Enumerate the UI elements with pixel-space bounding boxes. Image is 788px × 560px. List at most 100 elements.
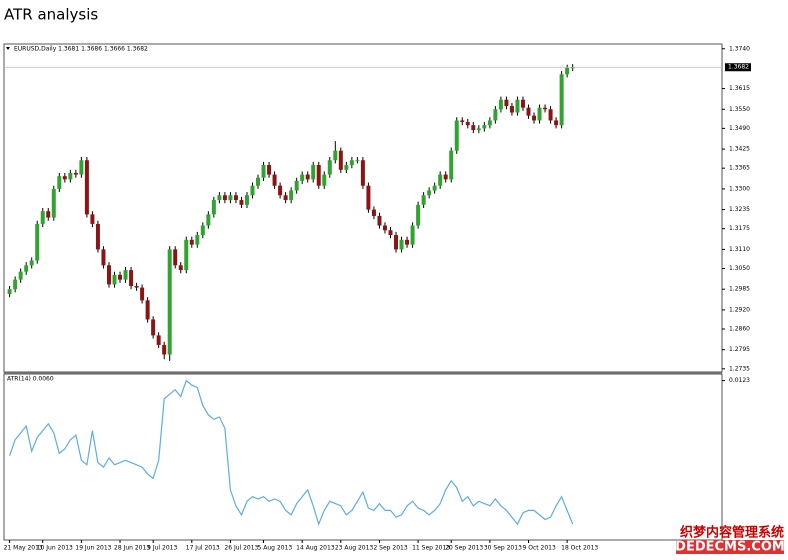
candle-body: [460, 120, 465, 123]
x-tick-label: 17 Jul 2013: [186, 545, 220, 552]
candle-body: [300, 174, 305, 181]
x-tick-label: 9 Oct 2013: [523, 545, 556, 552]
watermark-band: [676, 540, 784, 554]
y-tick-label: 0.0123: [729, 377, 750, 384]
y-tick-label: 1.3365: [729, 165, 750, 172]
candle-body: [476, 128, 481, 130]
candle-body: [377, 215, 382, 226]
candle-body: [244, 195, 249, 205]
candle-body: [311, 165, 316, 180]
y-tick-label: 1.3550: [729, 106, 750, 113]
candle-body: [504, 99, 509, 107]
x-tick-label: 9 Jul 2013: [147, 545, 177, 552]
page-title: ATR analysis: [4, 6, 98, 24]
candle-body: [106, 265, 111, 285]
candle-body: [410, 225, 415, 245]
candle-body: [18, 271, 23, 280]
candle-body: [178, 265, 183, 271]
y-tick-label: 1.3050: [729, 265, 750, 272]
candle-body: [79, 160, 84, 175]
y-tick-label: 1.2795: [729, 346, 750, 353]
candle-body: [84, 160, 89, 215]
candle-body: [543, 107, 548, 110]
candle-body: [13, 279, 18, 290]
y-tick-label: 1.3175: [729, 225, 750, 232]
candle-body: [261, 165, 266, 178]
candle-body: [112, 274, 117, 285]
candle-body: [509, 106, 514, 113]
candle-body: [189, 239, 194, 245]
candle-body: [520, 99, 525, 108]
x-tick-label: 21 May 2013: [4, 545, 43, 552]
candle-body: [565, 67, 570, 75]
candle-body: [443, 174, 448, 180]
x-tick-label: 11 Sep 2013: [412, 545, 450, 552]
candle-body: [267, 165, 272, 175]
candle-body: [200, 225, 205, 236]
candle-body: [471, 125, 476, 130]
header-arrow: [6, 47, 10, 50]
candle-body: [95, 223, 100, 250]
candle-body: [217, 195, 222, 201]
candle-body: [184, 239, 189, 271]
candle-body: [129, 270, 134, 287]
x-tick-label: 20 Sep 2013: [445, 545, 483, 552]
candle-body: [24, 265, 29, 272]
candle-body: [371, 209, 376, 216]
y-tick-label: 1.3110: [729, 246, 750, 253]
candle-body: [394, 235, 399, 250]
atr-panel: [3, 373, 723, 541]
candle-body: [382, 225, 387, 231]
candle-body: [498, 99, 503, 110]
candle-body: [537, 107, 542, 121]
candle-body: [35, 223, 40, 261]
candle-body: [162, 344, 167, 355]
candle-body: [465, 122, 470, 126]
candle-body: [211, 200, 216, 215]
current-price-label: 1.3682: [728, 64, 749, 71]
y-tick-label: 1.3235: [729, 206, 750, 213]
candle-body: [487, 120, 492, 126]
candle-body: [118, 274, 123, 280]
price-panel: [3, 43, 723, 373]
candle-body: [405, 239, 410, 245]
candle-body: [559, 74, 564, 126]
candle-body: [272, 174, 277, 186]
y-tick-label: 1.2920: [729, 306, 750, 313]
candle-body: [256, 177, 261, 186]
candle-body: [388, 230, 393, 236]
candle-body: [327, 160, 332, 175]
current-price-box: [725, 63, 751, 72]
x-tick-label: 2 Sep 2013: [373, 545, 407, 552]
y-tick-label: 1.2735: [729, 365, 750, 372]
candle-body: [101, 249, 106, 266]
y-tick-label: 1.3615: [729, 85, 750, 92]
candle-body: [421, 195, 426, 205]
candle-body: [57, 176, 62, 189]
candle-body: [349, 160, 354, 166]
candle-body: [322, 174, 327, 186]
candle-body: [438, 174, 443, 186]
candle-body: [123, 270, 128, 280]
candle-body: [7, 289, 12, 294]
candle-body: [239, 200, 244, 205]
candle-body: [134, 286, 139, 288]
candle-body: [90, 214, 95, 224]
candle-body: [305, 174, 310, 180]
y-tick-label: 1.2860: [729, 326, 750, 333]
x-tick-label: 26 Jul 2013: [224, 545, 258, 552]
candle-body: [432, 185, 437, 191]
candle-body: [206, 214, 211, 226]
atr-line: [9, 379, 574, 526]
candle-body: [68, 172, 73, 180]
watermark: 织梦内容管理系统: [680, 525, 784, 541]
candle-body: [173, 249, 178, 266]
candle-body: [289, 190, 294, 201]
candle-body: [427, 190, 432, 196]
candle-body: [151, 319, 156, 336]
x-tick-label: 30 Sep 2013: [484, 545, 522, 552]
candle-body: [355, 160, 360, 162]
candle-body: [40, 211, 45, 224]
price-header: EURUSD,Daily 1.3681 1.3686 1.3666 1.3682: [14, 46, 148, 53]
